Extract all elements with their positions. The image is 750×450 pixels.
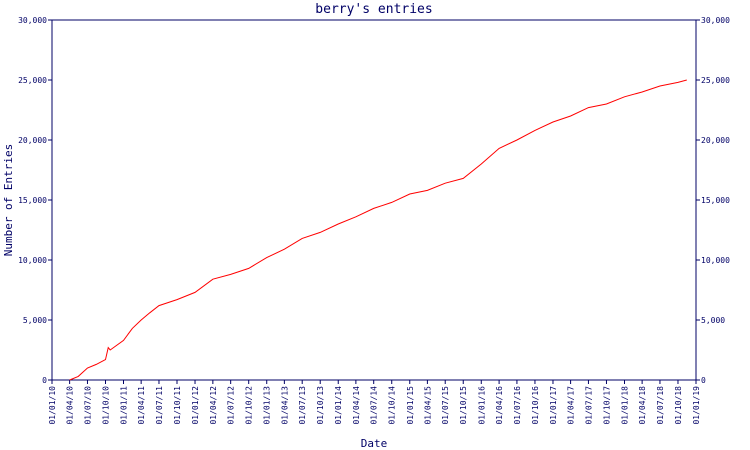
x-tick-label: 01/10/13	[316, 386, 325, 425]
y2-tick-label: 15,000	[701, 196, 730, 205]
x-tick-label: 01/01/18	[620, 386, 629, 425]
x-tick-label: 01/01/16	[477, 386, 486, 425]
y2-tick-label: 25,000	[701, 76, 730, 85]
y-tick-label: 15,000	[18, 196, 47, 205]
x-tick-label: 01/01/17	[549, 386, 558, 425]
x-tick-label: 01/10/10	[101, 386, 110, 425]
x-tick-label: 01/01/15	[406, 386, 415, 425]
x-tick-label: 01/07/11	[155, 386, 164, 425]
x-tick-label: 01/01/13	[263, 386, 272, 425]
x-tick-label: 01/07/12	[227, 386, 236, 425]
x-tick-label: 01/04/17	[567, 386, 576, 425]
x-tick-label: 01/04/16	[495, 386, 504, 425]
y-axis-title: Number of Entries	[2, 144, 15, 257]
x-axis-title: Date	[361, 437, 388, 450]
x-tick-label: 01/04/18	[638, 386, 647, 425]
x-tick-label: 01/01/11	[120, 386, 129, 425]
x-tick-label: 01/10/16	[531, 386, 540, 425]
x-tick-label: 01/01/10	[48, 386, 57, 425]
x-tick-label: 01/07/17	[584, 386, 593, 425]
y-tick-label: 25,000	[18, 76, 47, 85]
x-tick-label: 01/07/14	[370, 386, 379, 425]
y-tick-label: 5,000	[23, 316, 47, 325]
chart-title: berry's entries	[315, 2, 432, 17]
y-tick-label: 20,000	[18, 136, 47, 145]
x-tick-label: 01/01/19	[692, 386, 701, 425]
plot-frame	[51, 19, 697, 381]
x-tick-label: 01/04/11	[137, 386, 146, 425]
x-tick-label: 01/10/14	[388, 386, 397, 425]
x-tick-label: 01/04/12	[209, 386, 218, 425]
x-tick-label: 01/07/18	[656, 386, 665, 425]
x-tick-label: 01/07/16	[513, 386, 522, 425]
y2-tick-label: 5,000	[701, 316, 725, 325]
y2-tick-label: 10,000	[701, 256, 730, 265]
x-tick-label: 01/04/10	[66, 386, 75, 425]
x-tick-label: 01/07/10	[83, 386, 92, 425]
x-tick-label: 01/04/15	[423, 386, 432, 425]
x-tick-label: 01/10/17	[602, 386, 611, 425]
y2-tick-label: 0	[701, 376, 706, 385]
x-tick-label: 01/01/12	[191, 386, 200, 425]
x-tick-label: 01/10/11	[173, 386, 182, 425]
x-tick-label: 01/10/15	[459, 386, 468, 425]
y-tick-label: 30,000	[18, 16, 47, 25]
x-tick-label: 01/07/13	[298, 386, 307, 425]
x-tick-label: 01/07/15	[441, 386, 450, 425]
x-tick-label: 01/10/12	[245, 386, 254, 425]
data-line	[69, 79, 687, 381]
x-tick-label: 01/01/14	[334, 386, 343, 425]
x-tick-label: 01/04/13	[280, 386, 289, 425]
x-tick-label: 01/04/14	[352, 386, 361, 425]
y-tick-label: 0	[42, 376, 47, 385]
y2-tick-label: 20,000	[701, 136, 730, 145]
x-tick-label: 01/10/18	[674, 386, 683, 425]
y-tick-label: 10,000	[18, 256, 47, 265]
y2-tick-label: 30,000	[701, 16, 730, 25]
